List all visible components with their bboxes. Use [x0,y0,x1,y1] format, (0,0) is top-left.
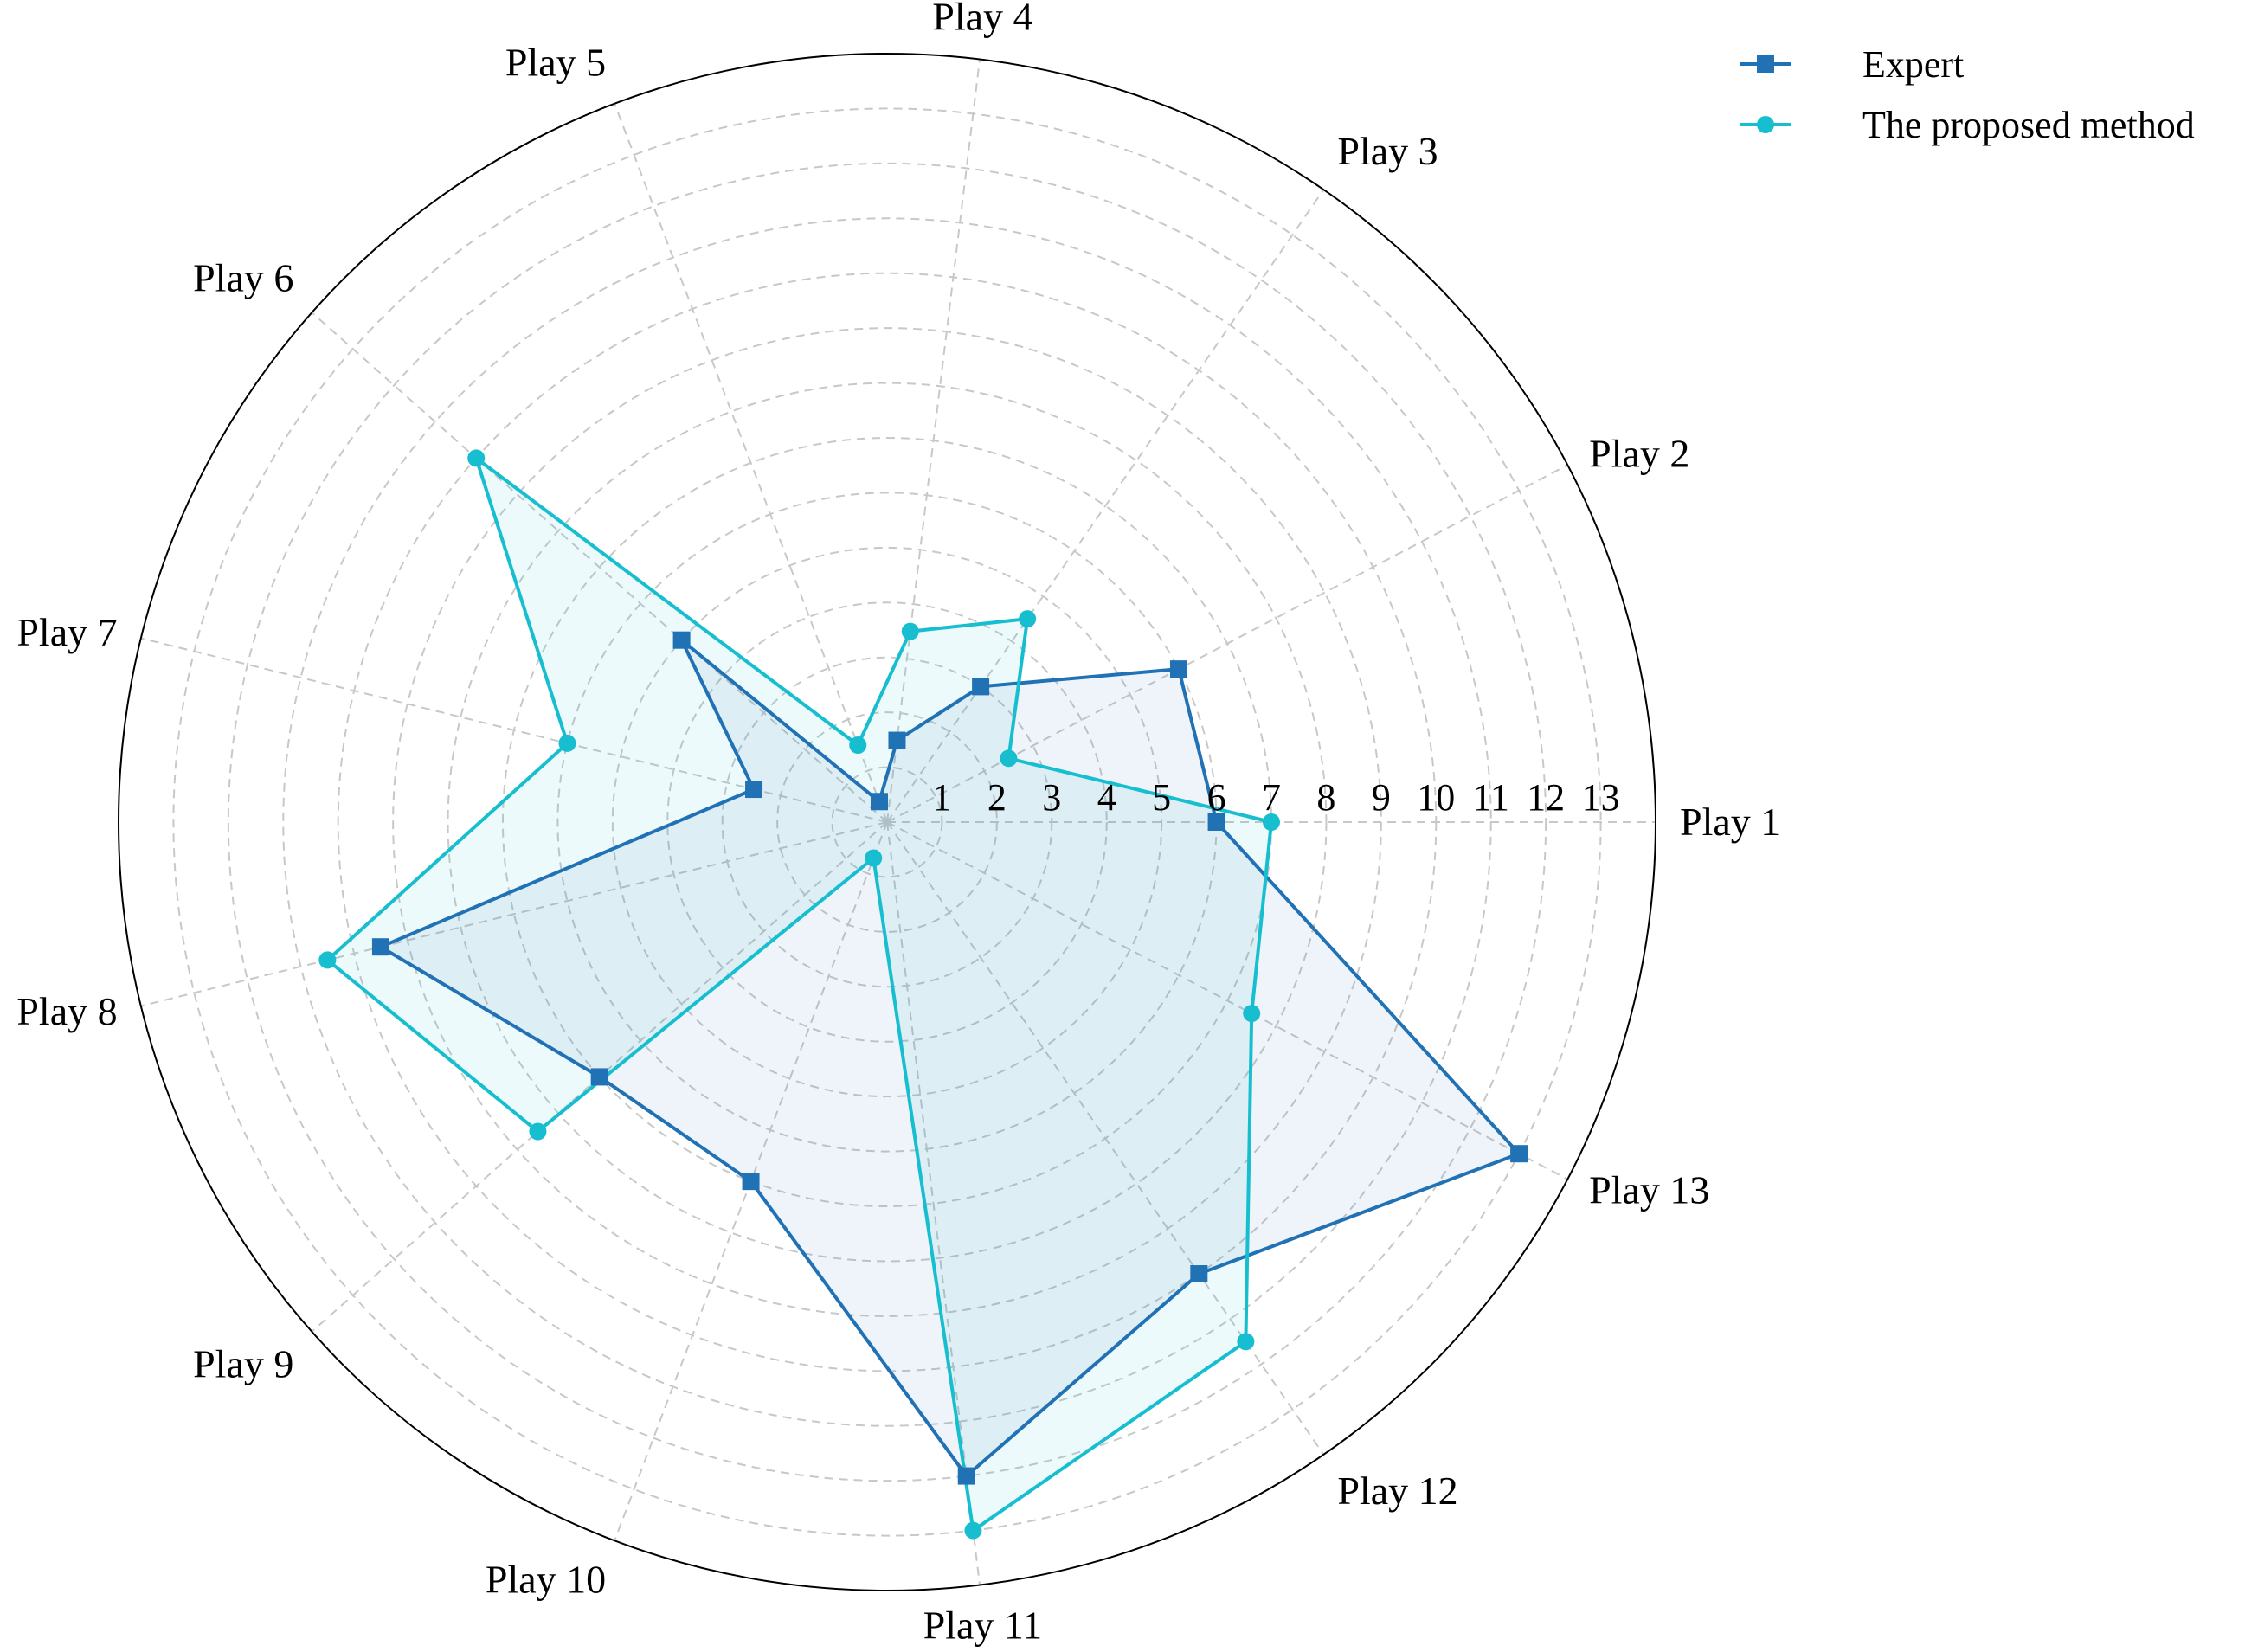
radial-tick-label: 2 [987,776,1007,819]
data-point [590,1068,608,1086]
grid-circle [611,546,1163,1098]
radial-tick-label: 1 [932,776,951,819]
legend-swatch-marker [1757,55,1774,73]
radial-tick-label: 12 [1527,776,1565,819]
polar-frame [118,53,1656,1591]
data-point [1237,1333,1255,1351]
grid-spoke [311,312,888,823]
radial-tick-label: 9 [1372,776,1391,819]
radial-tick-label: 4 [1097,776,1116,819]
grid-circle [447,382,1328,1263]
legend-swatch-marker [1757,116,1774,133]
radial-tick-label: 3 [1042,776,1061,819]
data-point [745,781,763,799]
grid-spoke [886,464,1568,823]
legend: Expert The proposed method [1740,43,2195,146]
grid-spoke [886,821,1568,1180]
data-point [1243,1005,1261,1023]
axis-label: Play 11 [923,1603,1043,1647]
grid-spoke [140,821,888,1007]
axis-label: Play 6 [193,256,293,300]
legend-label: Expert [1862,43,1964,86]
axis-label: Play 7 [16,610,117,654]
series-area-0 [380,640,1520,1476]
data-point [672,631,691,649]
axis-label: Play 4 [932,0,1032,39]
legend-entry: Expert [1740,43,1964,86]
data-point [964,1521,982,1540]
data-point [529,1122,547,1141]
data-point [1190,1265,1208,1283]
grid-circle [666,601,1108,1043]
axis-label: Play 8 [16,989,117,1033]
axis-label: Play 3 [1337,129,1438,173]
axis-label: Play 10 [486,1557,606,1601]
series-marker-layer [318,449,1528,1540]
series-fill-layer [327,458,1520,1531]
data-point [849,736,867,755]
series-line-0 [378,638,1521,1478]
data-point [1000,749,1018,768]
grid-spoke [614,103,888,823]
data-point [742,1173,760,1191]
series-line-1 [325,456,1273,1533]
axis-label: Play 5 [505,41,606,85]
grid-spoke [140,637,888,823]
radial-tick-label: 8 [1316,776,1335,819]
data-point [1510,1145,1528,1163]
data-point [1019,610,1037,628]
axis-label: Play 1 [1680,800,1780,844]
data-point [972,678,990,696]
series-line-layer [325,456,1521,1533]
data-point [865,849,883,867]
data-point [888,731,906,749]
grid-spoke [886,189,1325,823]
radial-tick-label: 7 [1262,776,1281,819]
data-point [371,938,389,956]
radial-tick-label: 5 [1152,776,1171,819]
axis-label: Play 12 [1337,1469,1457,1513]
data-point [558,734,576,752]
radial-tick-label: 6 [1207,776,1226,819]
grid-circle [227,162,1547,1482]
data-point [957,1467,975,1485]
axis-label: Play 9 [193,1341,293,1385]
data-point [871,793,889,811]
axis-label: Play 13 [1589,1168,1709,1212]
grid-circle [831,766,943,878]
legend-label: The proposed method [1862,104,2195,146]
data-point [901,622,919,640]
radial-tick-label: 11 [1473,776,1509,819]
data-point [318,951,337,969]
grid-spoke [886,59,981,823]
data-point [1169,660,1187,678]
data-point [1207,813,1225,831]
data-point [1263,813,1280,831]
data-point [467,449,486,467]
radial-tick-label: 10 [1417,776,1455,819]
grid-spoke [886,821,981,1585]
radial-tick-label: 13 [1582,776,1620,819]
axis-label: Play 2 [1589,431,1689,475]
grid-spoke [886,821,1325,1456]
legend-entry: The proposed method [1740,104,2195,146]
